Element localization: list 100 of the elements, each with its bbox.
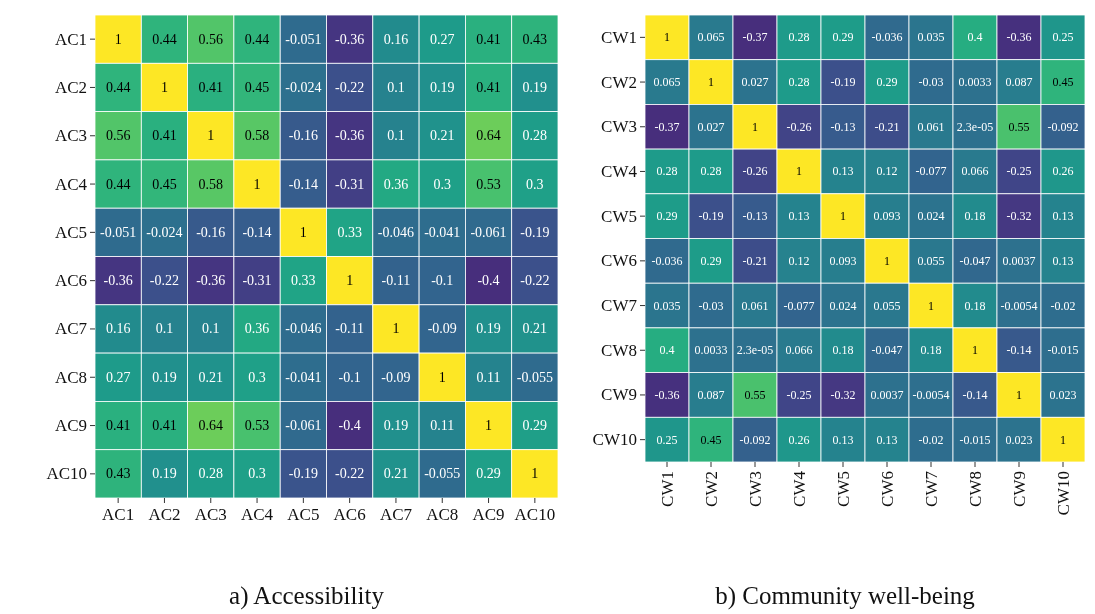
- data-label: -0.22: [335, 466, 365, 482]
- data-label: 1: [438, 369, 446, 385]
- data-label: 0.18: [832, 343, 854, 358]
- x-tick-label: AC10: [514, 505, 556, 524]
- data-label: 1: [485, 418, 493, 434]
- x-tick-label: AC3: [194, 505, 227, 524]
- data-label: 0.43: [522, 31, 548, 47]
- data-label: 0.055: [873, 298, 901, 313]
- data-label: 0.12: [876, 164, 898, 179]
- data-label: -0.036: [871, 30, 903, 45]
- data-label: 0.13: [1052, 253, 1074, 268]
- data-label: 2.3e-05: [736, 343, 774, 358]
- data-label: 0.3: [526, 176, 544, 192]
- data-label: 0.36: [244, 321, 270, 337]
- data-label: 1: [346, 273, 354, 289]
- x-tick-label: CW4: [789, 470, 809, 507]
- data-label: -0.26: [742, 164, 768, 179]
- data-label: 0.035: [653, 298, 681, 313]
- data-label: -0.11: [381, 273, 411, 289]
- data-label: 0.16: [105, 321, 131, 337]
- data-label: -0.37: [742, 30, 768, 45]
- data-label: 0.25: [1052, 30, 1074, 45]
- data-label: 0.18: [964, 209, 986, 224]
- data-label: -0.09: [427, 321, 457, 337]
- x-tick-label: CW7: [921, 470, 941, 507]
- data-label: -0.015: [959, 432, 991, 447]
- data-label: -0.077: [915, 164, 947, 179]
- data-label: 0.12: [788, 253, 810, 268]
- data-label: -0.14: [962, 387, 988, 402]
- data-label: 0.29: [832, 30, 854, 45]
- data-label: 0.29: [700, 253, 722, 268]
- data-label: 0.29: [876, 75, 898, 90]
- data-label: 1: [972, 343, 978, 358]
- data-label: 0.33: [337, 224, 362, 240]
- data-label: 0.45: [700, 432, 722, 447]
- data-label: 2.3e-05: [956, 119, 994, 134]
- data-label: 0.18: [964, 298, 986, 313]
- data-label: 0.065: [653, 75, 681, 90]
- data-label: -0.32: [830, 387, 856, 402]
- data-label: -0.041: [424, 224, 461, 240]
- data-label: 0.066: [961, 164, 989, 179]
- data-label: 0.29: [476, 466, 501, 482]
- y-tick-label: AC6: [54, 271, 87, 291]
- x-tick-label: CW9: [1009, 471, 1029, 507]
- y-tick-label: CW10: [592, 430, 637, 450]
- data-label: 0.28: [522, 128, 548, 144]
- data-label: -0.1: [431, 273, 454, 289]
- data-label: -0.046: [377, 224, 415, 240]
- data-label: -0.051: [100, 224, 137, 240]
- data-label: 0.19: [383, 418, 409, 434]
- y-tick-label: AC3: [54, 126, 87, 146]
- data-label: -0.061: [470, 224, 507, 240]
- data-label: -0.0054: [912, 387, 950, 402]
- data-label: -0.19: [288, 466, 318, 482]
- data-label: -0.036: [651, 253, 683, 268]
- data-label: 0.29: [656, 209, 678, 224]
- data-label: -0.22: [335, 79, 365, 95]
- data-label: -0.36: [1006, 30, 1032, 45]
- data-label: -0.36: [196, 273, 226, 289]
- data-label: -0.26: [786, 119, 812, 134]
- x-tick-label: CW10: [1053, 471, 1073, 516]
- data-label: -0.25: [786, 387, 812, 402]
- data-label: 0.093: [873, 209, 901, 224]
- x-tick-label: AC1: [102, 505, 135, 524]
- data-label: -0.14: [288, 176, 318, 192]
- data-label: 0.45: [244, 79, 270, 95]
- x-tick-label: AC8: [426, 505, 459, 524]
- data-label: -0.36: [335, 31, 365, 47]
- y-tick-label: AC8: [54, 367, 87, 387]
- data-label: 0.28: [198, 466, 223, 482]
- data-label: 0.1: [387, 128, 405, 144]
- data-label: 0.0037: [1002, 253, 1036, 268]
- data-label: -0.14: [242, 224, 272, 240]
- x-tick-label: AC2: [148, 505, 181, 524]
- x-tick-label: CW2: [701, 471, 721, 507]
- data-label: 0.36: [383, 176, 409, 192]
- data-label: 0.28: [788, 75, 810, 90]
- data-label: 0.11: [430, 418, 455, 434]
- data-label: -0.02: [918, 432, 944, 447]
- data-label: 0.1: [202, 321, 220, 337]
- data-label: -0.22: [149, 273, 180, 289]
- data-label: 0.41: [152, 418, 177, 434]
- data-label: 0.27: [105, 369, 131, 385]
- data-label: 0.58: [198, 176, 223, 192]
- data-label: 0.13: [832, 432, 854, 447]
- data-label: 1: [114, 31, 122, 47]
- data-label: -0.055: [516, 369, 553, 385]
- data-label: 0.024: [829, 298, 857, 313]
- data-label: -0.041: [285, 369, 322, 385]
- y-tick-label: AC5: [54, 222, 87, 242]
- data-label: 0.1: [387, 79, 405, 95]
- data-label: 0.21: [522, 321, 548, 337]
- data-label: 0.41: [476, 31, 501, 47]
- data-label: 0.061: [917, 119, 945, 134]
- data-label: 1: [840, 209, 846, 224]
- data-label: 0.44: [105, 176, 131, 192]
- data-label: 1: [708, 75, 714, 90]
- data-label: 0.55: [1008, 119, 1030, 134]
- data-label: 0.035: [917, 30, 945, 45]
- data-label: -0.03: [918, 75, 944, 90]
